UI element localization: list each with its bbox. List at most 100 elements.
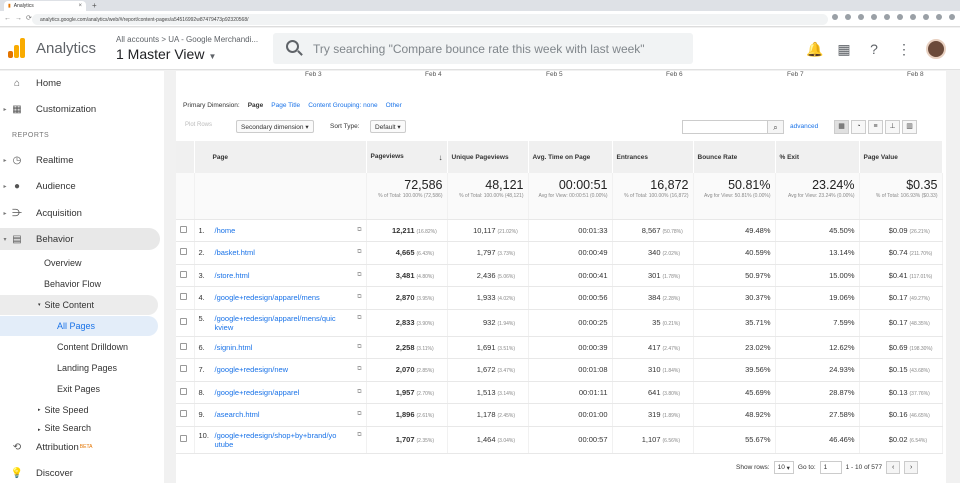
column-header-entrances[interactable]: Entrances (612, 141, 694, 173)
table-view-icon[interactable]: ▦ (834, 120, 849, 134)
sidebar-item-customization[interactable]: ▸ ▦ Customization (3, 103, 97, 115)
more-vert-icon[interactable]: ⋮ (897, 40, 911, 57)
page-link[interactable]: /google+redesign/apparel (214, 387, 300, 397)
performance-view-icon[interactable]: ≡ (868, 120, 883, 134)
page-link[interactable]: /google+redesign/apparel/mens (214, 293, 320, 303)
sidebar-item-home[interactable]: ⌂ Home (0, 72, 160, 94)
extension-icon[interactable] (884, 14, 890, 20)
cell-value: $0.17 (888, 318, 908, 327)
row-checkbox[interactable] (180, 318, 187, 325)
browser-nav-buttons[interactable]: ←→⟳ (4, 15, 36, 22)
extension-icon[interactable] (923, 14, 929, 20)
row-checkbox[interactable] (180, 387, 187, 395)
sidebar-item-overview[interactable]: Overview (44, 258, 82, 268)
sidebar-item-content-drilldown[interactable]: Content Drilldown (57, 342, 129, 352)
sidebar-item-behavior[interactable]: ▾ ▤ Behavior (0, 228, 160, 250)
secondary-dimension-dropdown[interactable]: Secondary dimension ▾ (236, 120, 314, 133)
pie-view-icon[interactable]: ◔ (851, 120, 866, 134)
row-checkbox[interactable] (180, 365, 187, 373)
open-link-icon[interactable]: ⧉ (357, 411, 362, 418)
row-checkbox[interactable] (180, 270, 187, 278)
unique-pageviews-cell: 932 (1.94%) (447, 309, 529, 337)
search-box[interactable] (273, 33, 693, 64)
sidebar-item-site-search[interactable]: ▸ Site Search (0, 421, 158, 433)
row-checkbox[interactable] (180, 342, 187, 350)
column-header-unique-pageviews[interactable]: Unique Pageviews (447, 141, 529, 173)
comparison-view-icon[interactable]: ⊥ (885, 120, 900, 134)
open-link-icon[interactable]: ⧉ (357, 314, 362, 321)
search-input[interactable] (313, 33, 683, 64)
column-header-avg-time[interactable]: Avg. Time on Page (528, 141, 613, 173)
extension-icon[interactable] (897, 14, 903, 20)
column-header-bounce-rate[interactable]: Bounce Rate (693, 141, 776, 173)
extension-icon[interactable] (845, 14, 851, 20)
plot-rows-button[interactable]: Plot Rows (185, 122, 213, 128)
extension-icon[interactable] (832, 14, 838, 20)
page-link[interactable]: /asearch.html (214, 410, 260, 420)
open-link-icon[interactable]: ⧉ (357, 388, 362, 395)
sidebar-item-site-content[interactable]: ▾ Site Content (0, 295, 158, 315)
column-header-exit[interactable]: % Exit (775, 141, 860, 173)
open-link-icon[interactable]: ⧉ (357, 431, 362, 438)
new-tab-icon[interactable]: + (92, 1, 97, 10)
sidebar-item-all-pages[interactable]: All Pages (0, 316, 158, 336)
view-selector[interactable]: 1 Master View ▼ (116, 46, 216, 62)
url-field[interactable]: analytics.google.com/analytics/web/#/rep… (32, 14, 828, 25)
avatar[interactable] (926, 39, 946, 59)
extension-icon[interactable] (910, 14, 916, 20)
sidebar-item-behavior-flow[interactable]: Behavior Flow (44, 279, 102, 289)
apps-grid-icon[interactable]: ▦ (837, 40, 851, 57)
goto-input[interactable]: 1 (819, 461, 842, 474)
row-checkbox[interactable] (180, 293, 187, 301)
page-link[interactable]: /google+redesign/apparel/mens/quickview (214, 313, 336, 332)
next-page-button[interactable]: › (904, 461, 919, 474)
dimension-other-dropdown[interactable]: Other (385, 102, 402, 109)
open-link-icon[interactable]: ⧉ (357, 271, 362, 278)
help-icon[interactable]: ? (870, 41, 878, 57)
sidebar-item-realtime[interactable]: ▸ ◷ Realtime (3, 154, 74, 166)
sidebar-item-attribution[interactable]: ⟲ Attribution BETA (0, 436, 160, 458)
open-link-icon[interactable]: ⧉ (357, 343, 362, 350)
page-link[interactable]: /google+redesign/new (214, 365, 289, 375)
page-link[interactable]: /signin.html (214, 342, 253, 352)
account-breadcrumb[interactable]: All accounts > UA - Google Merchandi... (116, 35, 259, 44)
sidebar-item-discover[interactable]: 💡 Discover (0, 462, 160, 483)
page-link[interactable]: /store.html (214, 270, 250, 280)
extension-icon[interactable] (936, 14, 942, 20)
browser-tab[interactable]: ▮ Analytics × (4, 1, 86, 11)
page-link[interactable]: /basket.html (214, 248, 255, 258)
sidebar-item-landing-pages[interactable]: Landing Pages (57, 363, 118, 373)
sidebar-item-audience[interactable]: ▸ ● Audience (3, 180, 76, 192)
extension-icon[interactable] (871, 14, 877, 20)
dimension-content-grouping-link[interactable]: Content Grouping: none (308, 102, 378, 109)
open-link-icon[interactable]: ⧉ (357, 294, 362, 301)
close-tab-icon[interactable]: × (78, 3, 82, 9)
table-search-icon[interactable]: ⌕ (768, 120, 784, 134)
open-link-icon[interactable]: ⧉ (357, 366, 362, 373)
notifications-bell-icon[interactable]: 🔔 (806, 40, 824, 57)
page-link[interactable]: /home (214, 225, 236, 235)
column-header-pageviews[interactable]: Pageviews ↓ (366, 141, 448, 173)
sort-type-dropdown[interactable]: Default ▾ (370, 120, 406, 133)
open-link-icon[interactable]: ⧉ (357, 226, 362, 233)
prev-page-button[interactable]: ‹ (886, 461, 901, 474)
show-rows-select[interactable]: 10 ▾ (773, 461, 794, 474)
open-link-icon[interactable]: ⧉ (357, 249, 362, 256)
row-checkbox[interactable] (180, 410, 187, 418)
sidebar-item-site-speed[interactable]: ▸ Site Speed (0, 400, 158, 420)
row-checkbox[interactable] (180, 225, 187, 233)
extension-icon[interactable] (858, 14, 864, 20)
pivot-view-icon[interactable]: ▥ (902, 120, 917, 134)
page-link[interactable]: /google+redesign/shop+by+brand/youtube (214, 430, 337, 449)
row-checkbox[interactable] (180, 248, 187, 256)
column-header-page[interactable]: Page (194, 141, 367, 173)
table-search-input[interactable] (682, 120, 768, 134)
advanced-filter-link[interactable]: advanced (790, 123, 819, 130)
row-checkbox[interactable] (180, 435, 187, 442)
analytics-logo-icon[interactable] (8, 38, 26, 58)
sidebar-item-exit-pages[interactable]: Exit Pages (57, 384, 101, 394)
column-header-page-value[interactable]: Page Value (859, 141, 943, 173)
dimension-page-title-link[interactable]: Page Title (271, 102, 301, 109)
extension-icon[interactable] (949, 14, 955, 20)
sidebar-item-acquisition[interactable]: ▸ ⋺ Acquisition (3, 207, 82, 219)
